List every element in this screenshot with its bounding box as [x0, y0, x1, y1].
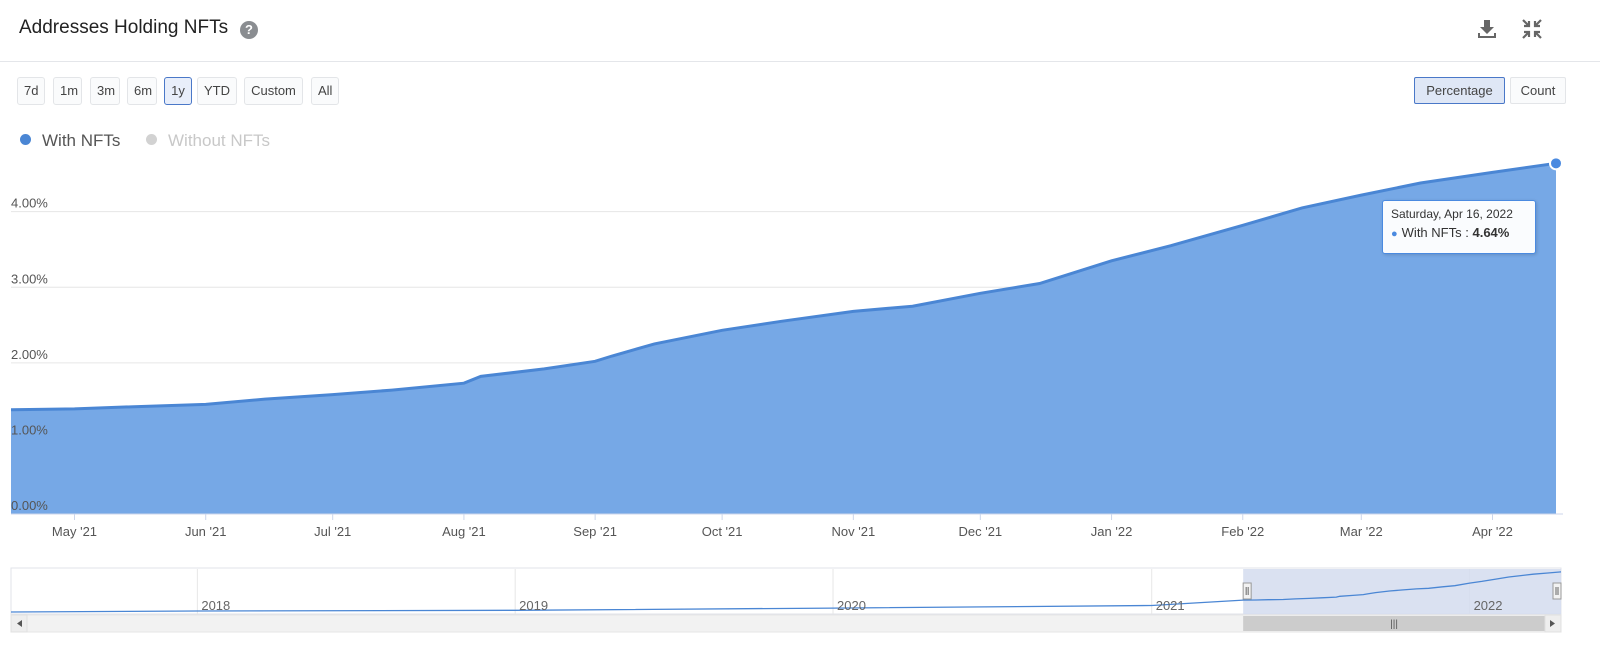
- x-tick-label: May '21: [52, 524, 97, 539]
- series-area-with-nfts: [11, 163, 1556, 515]
- navigator-labels: 2018 2019 2020 2021 2022: [201, 598, 1502, 613]
- x-tick-label: Feb '22: [1221, 524, 1264, 539]
- count-button[interactable]: Count: [1510, 77, 1566, 104]
- x-tick-label: Dec '21: [958, 524, 1002, 539]
- legend-label: Without NFTs: [168, 131, 271, 150]
- x-tick-label: Aug '21: [442, 524, 486, 539]
- range-1m-button[interactable]: 1m: [53, 77, 82, 105]
- y-tick-label: 3.00%: [11, 271, 48, 286]
- chart-header: Addresses Holding NFTs ?: [0, 0, 1600, 62]
- y-tick-label: 2.00%: [11, 347, 48, 362]
- series-line-with-nfts: [10, 161, 1557, 412]
- y-axis: 0.00% 1.00% 2.00% 3.00% 4.00%: [11, 196, 48, 513]
- y-tick-label: 0.00%: [11, 498, 48, 513]
- scrollbar-grip: |||: [1390, 619, 1398, 630]
- navigator-label: 2021: [1156, 598, 1185, 613]
- x-tick-label: Jul '21: [314, 524, 351, 539]
- x-tick-label: Apr '22: [1472, 524, 1513, 539]
- x-tick-label: Mar '22: [1340, 524, 1383, 539]
- percentage-button[interactable]: Percentage: [1414, 77, 1505, 104]
- tooltip: Saturday, Apr 16, 2022 ● With NFTs : 4.64…: [1382, 200, 1536, 254]
- tooltip-separator: :: [1465, 225, 1469, 240]
- navigator-handles[interactable]: [1242, 582, 1562, 600]
- x-axis: May '21 Jun '21 Jul '21 Aug '21 Sep '21 Oct '…: [52, 514, 1513, 539]
- range-3m-button[interactable]: 3m: [90, 77, 120, 105]
- navigator-label: 2018: [201, 598, 230, 613]
- scrollbar-thumb[interactable]: [1243, 616, 1545, 631]
- x-tick-label: Jun '21: [185, 524, 227, 539]
- collapse-icon[interactable]: [1519, 16, 1545, 42]
- tooltip-value-line: ● With NFTs : 4.64%: [1391, 225, 1527, 240]
- legend-label: With NFTs: [42, 131, 121, 150]
- tooltip-series: With NFTs: [1401, 225, 1462, 240]
- x-tick-label: Jan '22: [1091, 524, 1133, 539]
- range-ytd-button[interactable]: YTD: [197, 77, 237, 105]
- x-tick-label: Oct '21: [702, 524, 743, 539]
- page-title: Addresses Holding NFTs: [19, 17, 229, 38]
- range-6m-button[interactable]: 6m: [127, 77, 157, 105]
- legend-dot: [20, 134, 31, 145]
- navigator-handle[interactable]: [1552, 582, 1562, 600]
- x-tick-label: Sep '21: [573, 524, 617, 539]
- navigator[interactable]: 2018 2019 2020 2021 2022: [10, 567, 1562, 615]
- navigator-handle[interactable]: [1242, 582, 1252, 600]
- range-custom-button[interactable]: Custom: [244, 77, 303, 105]
- y-tick-label: 1.00%: [11, 422, 48, 437]
- legend-dot: [146, 134, 157, 145]
- help-icon[interactable]: ?: [240, 21, 258, 39]
- scrollbar[interactable]: |||: [10, 614, 1562, 633]
- legend-without-nfts[interactable]: Without NFTs: [146, 131, 270, 151]
- download-icon[interactable]: [1474, 16, 1500, 42]
- range-7d-button[interactable]: 7d: [17, 77, 45, 105]
- navigator-label: 2022: [1474, 598, 1503, 613]
- x-tick-label: Nov '21: [832, 524, 876, 539]
- tooltip-dot: ●: [1391, 228, 1398, 240]
- range-all-button[interactable]: All: [311, 77, 339, 105]
- range-1y-button[interactable]: 1y: [164, 77, 192, 105]
- navigator-series-line: [10, 571, 1562, 613]
- navigator-label: 2019: [519, 598, 548, 613]
- navigator-label: 2020: [837, 598, 866, 613]
- hover-marker: [1549, 156, 1563, 171]
- legend-with-nfts[interactable]: With NFTs: [20, 131, 120, 151]
- tooltip-date: Saturday, Apr 16, 2022: [1391, 207, 1513, 221]
- y-tick-label: 4.00%: [11, 196, 48, 211]
- chevron-right-icon: [1550, 620, 1555, 627]
- chevron-left-icon: [17, 620, 22, 627]
- tooltip-value: 4.64%: [1472, 225, 1510, 240]
- navigator-selection[interactable]: [1243, 569, 1561, 614]
